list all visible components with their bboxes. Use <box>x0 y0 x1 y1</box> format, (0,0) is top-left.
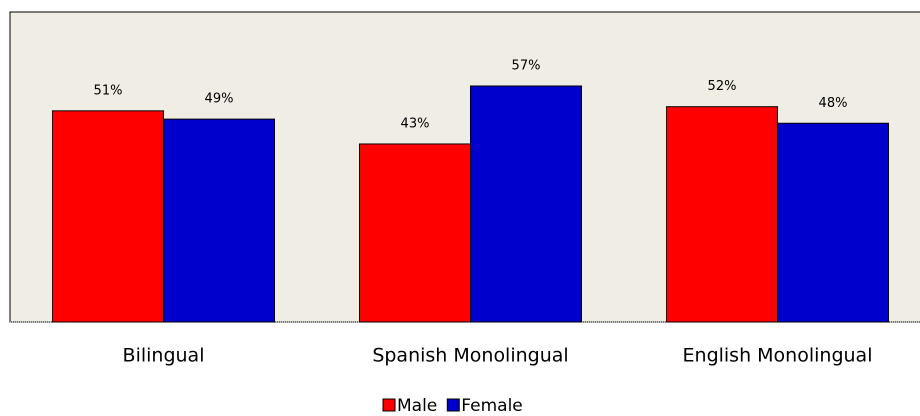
data-label: 49% <box>205 92 234 107</box>
x-tick-label: Bilingual <box>123 345 205 367</box>
bar <box>163 118 275 323</box>
data-label: 57% <box>512 59 541 74</box>
data-label: 52% <box>708 79 737 94</box>
data-label: 48% <box>819 96 848 111</box>
bar <box>359 143 471 323</box>
bar <box>52 110 164 323</box>
data-label: 43% <box>401 116 430 131</box>
bar <box>777 122 889 323</box>
data-label: 51% <box>94 83 123 98</box>
legend-swatch <box>382 398 396 412</box>
x-tick-label: English Monolingual <box>683 345 873 367</box>
legend-label: Female <box>461 396 522 416</box>
bar <box>666 106 778 323</box>
legend-swatch <box>446 398 460 412</box>
x-tick-label: Spanish Monolingual <box>372 345 568 367</box>
bar <box>470 85 582 323</box>
legend-label: Male <box>397 396 437 416</box>
